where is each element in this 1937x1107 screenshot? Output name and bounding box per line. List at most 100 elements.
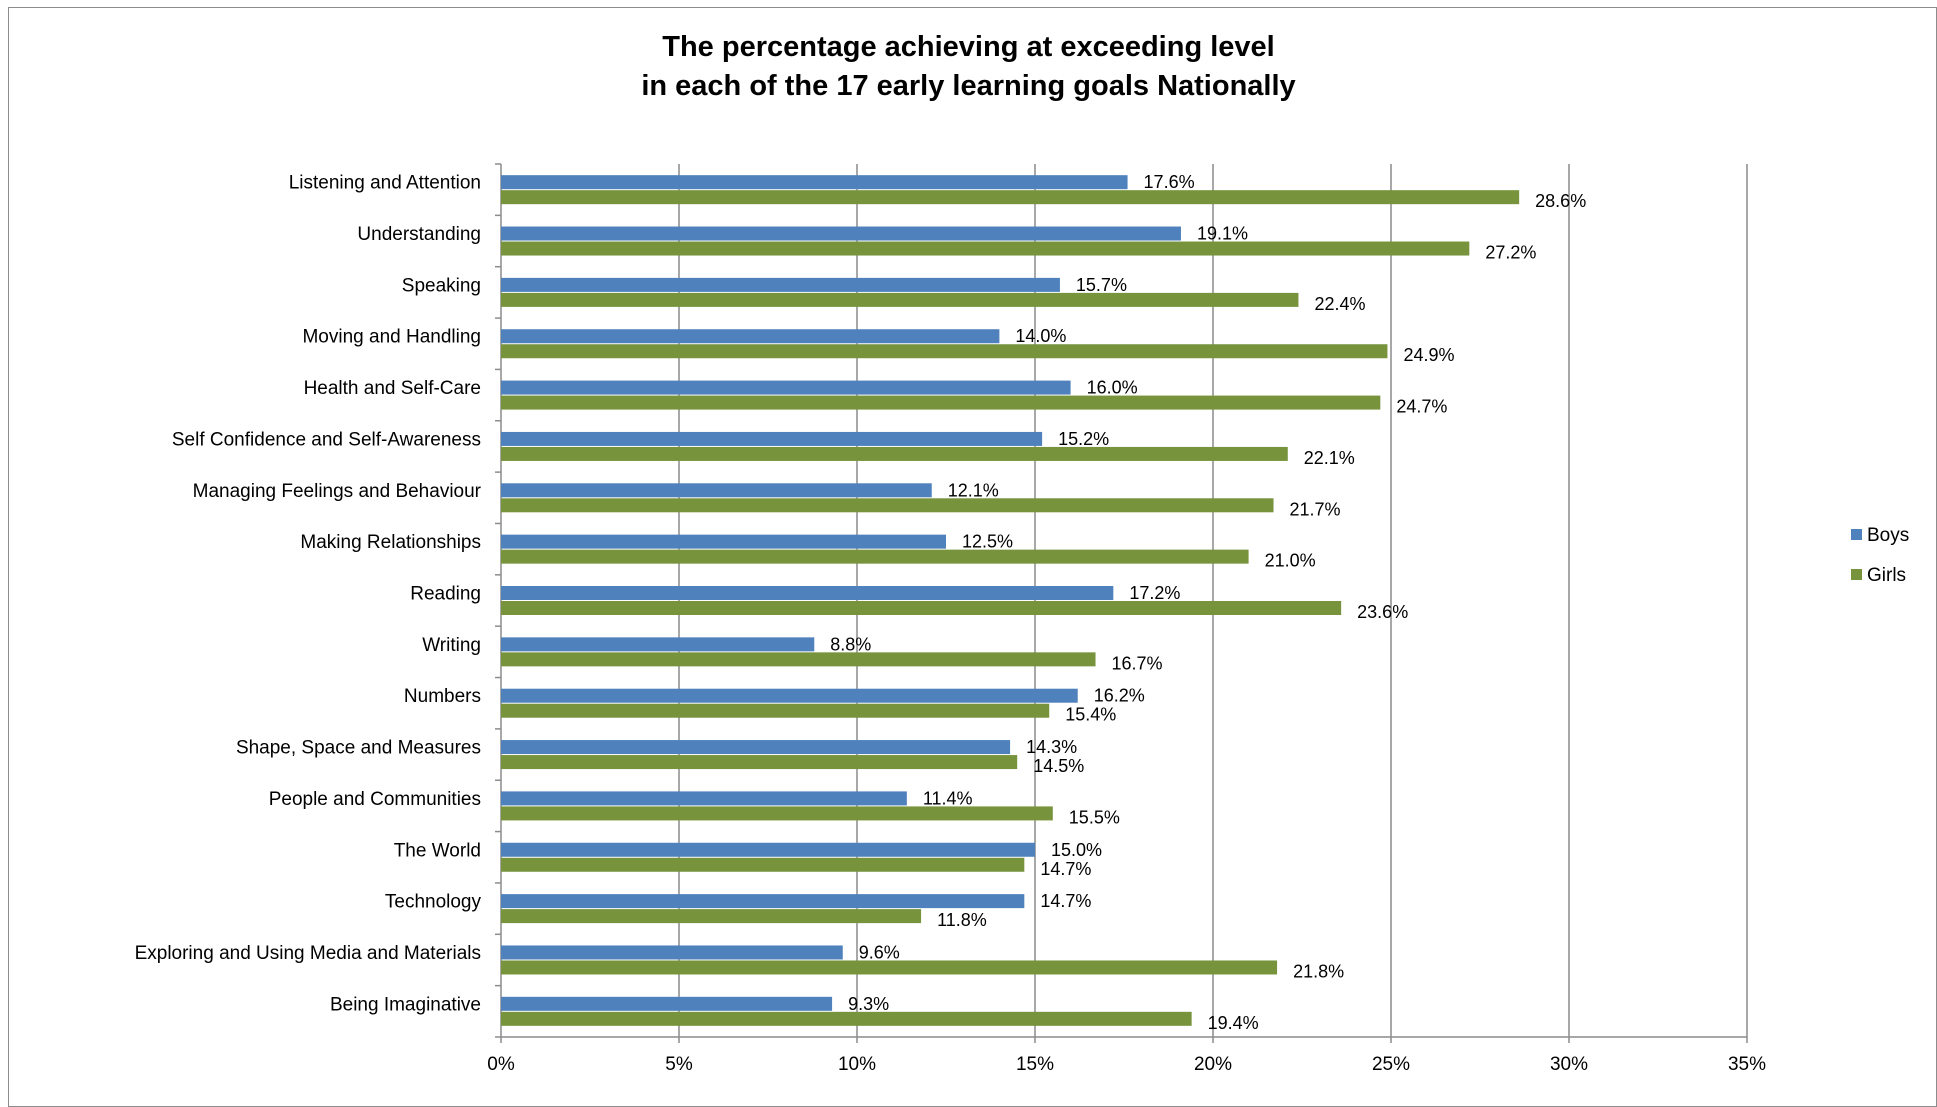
category-label: Moving and Handling <box>302 327 481 348</box>
bar-girls <box>501 395 1381 410</box>
legend-swatch-boys <box>1851 529 1862 540</box>
bar-girls <box>501 652 1096 667</box>
x-tick-label: 5% <box>665 1054 693 1075</box>
category-label: Understanding <box>357 224 481 245</box>
category-label: Technology <box>385 892 482 913</box>
bar-boys <box>501 534 946 549</box>
category-label: Exploring and Using Media and Materials <box>135 943 481 964</box>
data-label-boys: 17.2% <box>1129 583 1180 603</box>
bar-boys <box>501 842 1035 857</box>
bar-boys <box>501 175 1128 190</box>
data-label-girls: 21.0% <box>1265 551 1316 571</box>
bar-girls <box>501 960 1278 975</box>
bar-girls <box>501 755 1018 770</box>
x-tick-label: 35% <box>1728 1054 1766 1075</box>
x-tick-label: 25% <box>1372 1054 1410 1075</box>
bar-girls <box>501 549 1249 564</box>
category-label: Reading <box>410 584 481 605</box>
x-tick-label: 30% <box>1550 1054 1588 1075</box>
category-label: The World <box>394 840 481 861</box>
category-label: Speaking <box>402 275 481 296</box>
bar-boys <box>501 483 932 498</box>
x-tick-label: 0% <box>487 1054 515 1075</box>
bar-girls <box>501 806 1053 821</box>
category-label: Writing <box>422 635 481 656</box>
data-label-boys: 14.0% <box>1015 326 1066 346</box>
x-tick-label: 15% <box>1016 1054 1054 1075</box>
bar-boys <box>501 945 843 960</box>
x-tick-label: 10% <box>838 1054 876 1075</box>
data-label-boys: 14.7% <box>1040 891 1091 911</box>
data-label-boys: 14.3% <box>1026 737 1077 757</box>
category-label: Being Imaginative <box>330 994 481 1015</box>
bar-girls <box>501 1011 1192 1026</box>
data-label-girls: 15.4% <box>1065 705 1116 725</box>
data-label-girls: 15.5% <box>1069 807 1120 827</box>
category-label: Making Relationships <box>300 532 481 553</box>
data-label-girls: 11.8% <box>937 910 987 930</box>
bar-girls <box>501 498 1274 513</box>
category-label: Health and Self-Care <box>304 378 481 399</box>
data-label-boys: 9.3% <box>848 994 889 1014</box>
data-label-boys: 15.0% <box>1051 840 1102 860</box>
data-label-boys: 19.1% <box>1197 224 1248 244</box>
bar-boys <box>501 226 1181 241</box>
category-label: Listening and Attention <box>289 173 481 194</box>
bar-boys <box>501 586 1114 600</box>
legend-label-boys: Boys <box>1867 525 1909 546</box>
bar-boys <box>501 688 1078 703</box>
bar-girls <box>501 857 1025 872</box>
data-label-girls: 21.8% <box>1293 961 1344 981</box>
category-label: People and Communities <box>269 789 481 810</box>
data-label-boys: 8.8% <box>830 634 871 654</box>
data-label-girls: 23.6% <box>1357 602 1408 622</box>
bar-boys <box>501 996 833 1011</box>
bar-girls <box>501 190 1520 205</box>
data-label-boys: 12.1% <box>948 480 999 500</box>
data-label-girls: 27.2% <box>1485 243 1536 263</box>
data-label-girls: 22.1% <box>1304 448 1355 468</box>
category-label: Managing Feelings and Behaviour <box>193 481 482 502</box>
category-label: Shape, Space and Measures <box>236 738 481 759</box>
bar-girls <box>501 292 1299 307</box>
legend-label-girls: Girls <box>1867 565 1906 586</box>
data-label-girls: 24.7% <box>1396 397 1447 417</box>
chart-title-line-1: The percentage achieving at exceeding le… <box>662 31 1275 63</box>
bar-boys <box>501 791 907 806</box>
data-label-boys: 9.6% <box>859 942 900 962</box>
bar-boys <box>501 329 1000 344</box>
bar-girls <box>501 601 1342 615</box>
data-label-girls: 14.7% <box>1040 859 1091 879</box>
x-tick-label: 20% <box>1194 1054 1232 1075</box>
data-label-girls: 14.5% <box>1033 756 1084 776</box>
data-label-boys: 12.5% <box>962 532 1013 552</box>
bar-girls <box>501 344 1388 359</box>
bar-girls <box>501 703 1050 718</box>
bar-boys <box>501 277 1060 292</box>
data-label-boys: 17.6% <box>1144 172 1195 192</box>
data-label-boys: 15.2% <box>1058 429 1109 449</box>
data-label-boys: 16.2% <box>1094 686 1145 706</box>
chart-title: The percentage achieving at exceeding le… <box>0 28 1937 106</box>
data-label-boys: 16.0% <box>1087 378 1138 398</box>
category-label: Numbers <box>404 686 481 707</box>
bar-girls <box>501 909 922 924</box>
bar-girls <box>501 446 1288 461</box>
bar-boys <box>501 431 1043 446</box>
data-label-girls: 21.7% <box>1290 499 1341 519</box>
bar-boys <box>501 740 1011 755</box>
data-label-boys: 15.7% <box>1076 275 1127 295</box>
data-label-boys: 11.4% <box>923 788 973 808</box>
bar-boys <box>501 380 1071 395</box>
data-label-girls: 28.6% <box>1535 191 1586 211</box>
bar-girls <box>501 241 1470 256</box>
data-label-girls: 24.9% <box>1403 345 1454 365</box>
category-label: Self Confidence and Self-Awareness <box>172 429 481 450</box>
data-label-girls: 19.4% <box>1208 1013 1259 1033</box>
bar-boys <box>501 894 1025 909</box>
data-label-girls: 22.4% <box>1314 294 1365 314</box>
data-label-girls: 16.7% <box>1112 653 1163 673</box>
legend-swatch-girls <box>1851 569 1862 580</box>
chart-title-line-2: in each of the 17 early learning goals N… <box>641 70 1296 102</box>
